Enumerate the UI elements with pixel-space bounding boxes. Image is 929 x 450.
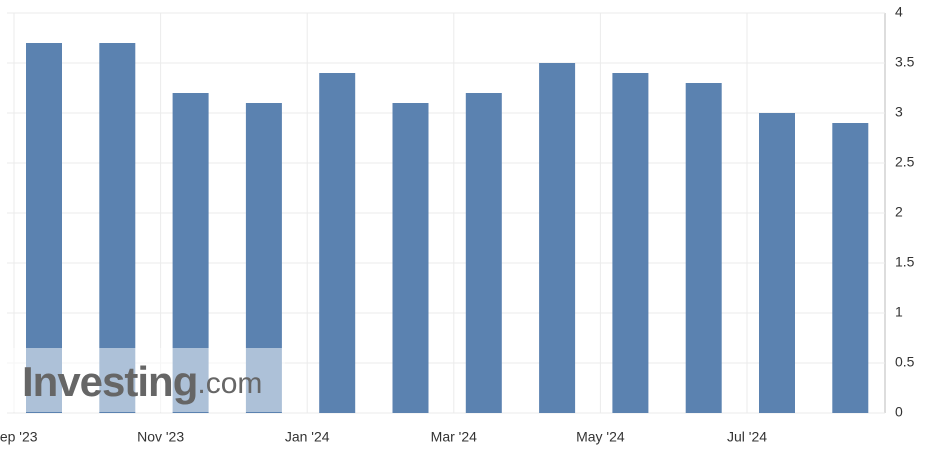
x-tick-label: May '24 — [576, 429, 625, 445]
bar — [539, 63, 576, 413]
x-tick-label: Jan '24 — [285, 429, 330, 445]
y-tick-label: 1.5 — [895, 254, 915, 270]
bar — [685, 83, 722, 413]
y-tick-label: 3.5 — [895, 54, 915, 70]
x-tick-label: Nov '23 — [137, 429, 184, 445]
y-tick-label: 4 — [895, 4, 903, 20]
bar — [392, 103, 429, 413]
x-tick-label: Sep '23 — [0, 429, 38, 445]
bar — [832, 123, 869, 413]
watermark-brand: Investing — [22, 358, 197, 405]
bar — [759, 113, 795, 413]
y-tick-label: 0.5 — [895, 354, 915, 370]
x-tick-label: Jul '24 — [727, 429, 767, 445]
bar — [319, 73, 356, 413]
y-tick-label: 2.5 — [895, 154, 915, 170]
watermark: Investing.com — [22, 358, 262, 405]
y-tick-label: 2 — [895, 204, 903, 220]
y-tick-label: 1 — [895, 304, 903, 320]
watermark-suffix: .com — [197, 367, 262, 400]
bar — [612, 73, 649, 413]
bar — [465, 93, 502, 413]
y-tick-label: 0 — [895, 404, 903, 420]
x-tick-label: Mar '24 — [431, 429, 477, 445]
y-tick-label: 3 — [895, 104, 903, 120]
watermark-overlay — [7, 348, 285, 412]
plot: 0 0.5 1 1.5 2 2.5 3 3.5 4 Sep '23 Nov '23 Jan '24 Ma… — [0, 4, 915, 445]
